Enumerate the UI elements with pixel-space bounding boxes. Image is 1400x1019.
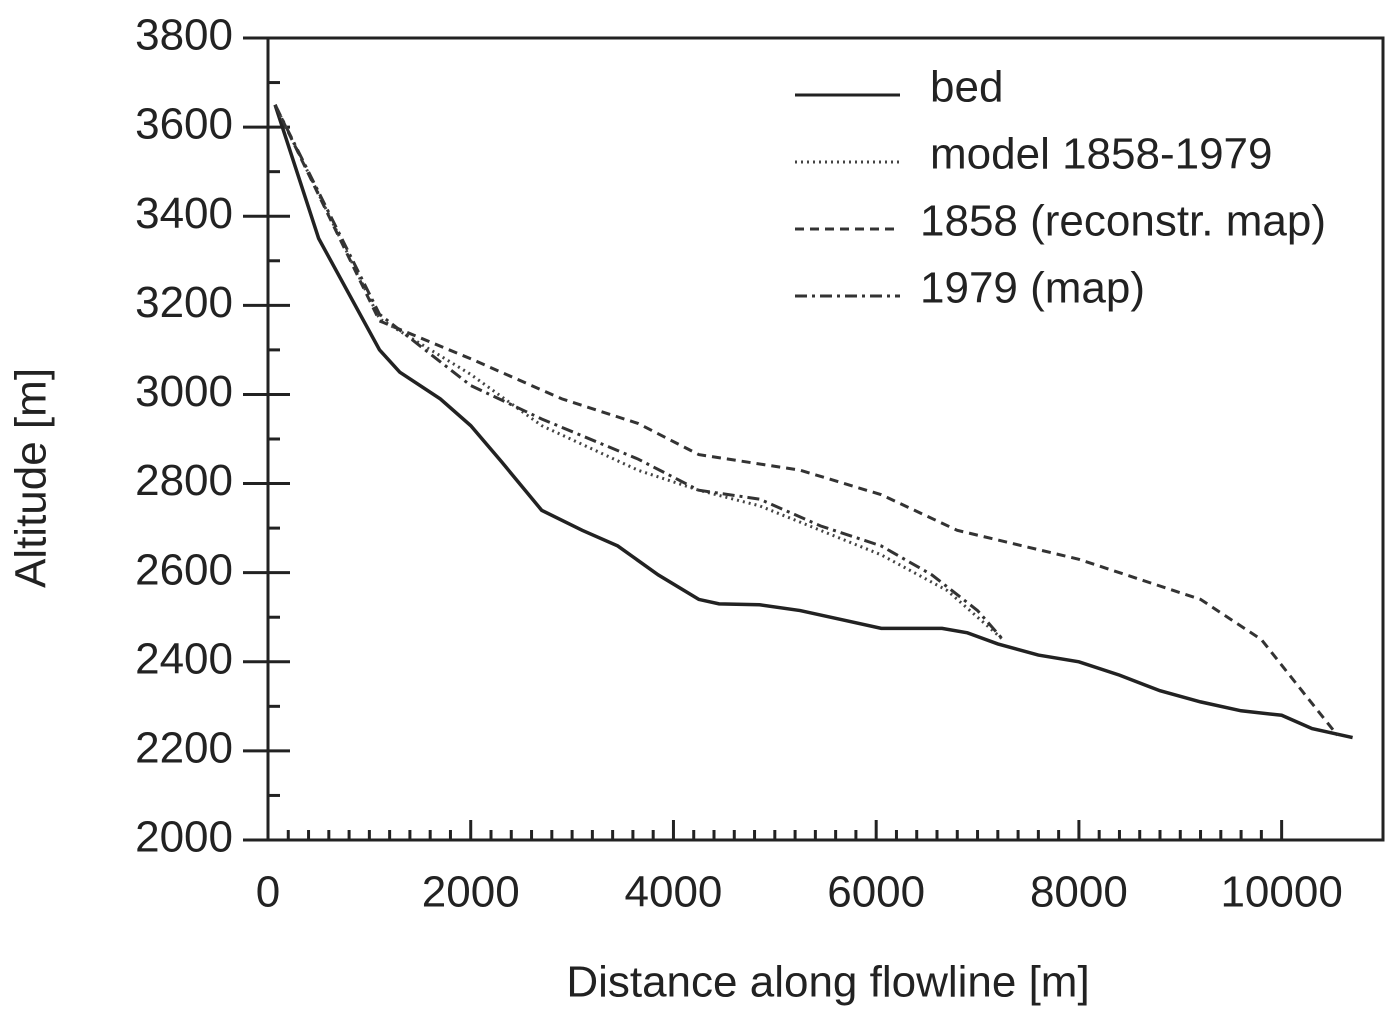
x-tick-label: 8000 <box>1030 868 1128 917</box>
x-tick-label: 10000 <box>1220 868 1342 917</box>
y-tick-label: 2200 <box>135 724 233 773</box>
y-axis-label: Altitude [m] <box>7 368 56 588</box>
y-tick-label: 3800 <box>135 11 233 60</box>
y-tick-label: 2800 <box>135 456 233 505</box>
legend-label: model 1858-1979 <box>930 130 1272 179</box>
x-tick-label: 0 <box>256 868 280 917</box>
y-tick-label: 3000 <box>135 367 233 416</box>
y-tick-label: 2000 <box>135 813 233 862</box>
legend-label: 1858 (reconstr. map) <box>920 197 1326 246</box>
y-tick-label: 3200 <box>135 278 233 327</box>
x-axis-label: Distance along flowline [m] <box>566 958 1089 1007</box>
series-line <box>273 104 1339 737</box>
series-line <box>273 104 1005 641</box>
x-tick-label: 6000 <box>827 868 925 917</box>
series-line <box>273 104 1353 740</box>
y-tick-label: 2600 <box>135 545 233 594</box>
x-tick-label: 2000 <box>422 868 520 917</box>
y-tick-label: 2400 <box>135 634 233 683</box>
legend-label: bed <box>930 63 1003 112</box>
y-tick-label: 3400 <box>135 189 233 238</box>
y-tick-label: 3600 <box>135 100 233 149</box>
series-line <box>273 104 1004 641</box>
legend-label: 1979 (map) <box>920 264 1145 313</box>
x-tick-label: 4000 <box>625 868 723 917</box>
